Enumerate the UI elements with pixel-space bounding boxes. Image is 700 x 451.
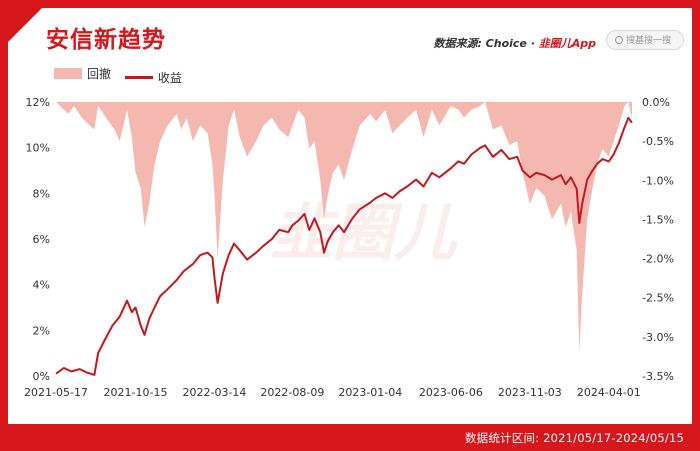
corner-accent	[8, 8, 42, 42]
x-axis-ticks: 2021-05-17 2021-10-15 2022-03-14 2022-08-09…	[24, 386, 641, 399]
right-axis-tick: -1.0%	[642, 174, 674, 187]
search-box[interactable]: 搜基搜一搜	[606, 30, 684, 50]
right-axis-tick: -2.5%	[642, 292, 674, 305]
x-axis-tick: 2022-03-14	[183, 386, 247, 399]
left-axis-tick: 4%	[33, 279, 50, 292]
x-axis-tick: 2023-01-04	[338, 386, 402, 399]
left-axis-tick: 12%	[26, 96, 50, 109]
footer-range: 数据统计区间: 2021/05/17-2024/05/15	[464, 431, 684, 445]
left-axis-ticks: 0% 2% 4% 6% 8% 10% 12%	[26, 96, 50, 383]
data-source: 数据来源: Choice · 韭圈儿App	[433, 35, 596, 51]
right-axis-tick: -3.5%	[642, 370, 674, 383]
page-title: 安信新趋势	[46, 27, 166, 53]
right-axis-tick: -0.5%	[642, 135, 674, 148]
right-axis-tick: 0.0%	[642, 96, 670, 109]
left-axis-tick: 6%	[33, 233, 50, 246]
left-axis-tick: 0%	[33, 370, 50, 383]
data-source-prefix: 数据来源: Choice ·	[433, 37, 539, 50]
x-axis-tick: 2023-11-03	[498, 386, 562, 399]
data-source-brand: 韭圈儿App	[538, 37, 596, 50]
watermark: 韭圈儿	[270, 196, 458, 269]
left-axis-tick: 8%	[33, 187, 50, 200]
x-axis-tick: 2023-06-06	[419, 386, 483, 399]
chart-legend: 回撤 收益	[54, 65, 192, 86]
right-axis-tick: -1.5%	[642, 213, 674, 226]
legend-swatch-return	[124, 76, 153, 79]
search-placeholder: 搜基搜一搜	[626, 36, 672, 46]
legend-label-return: 收益	[157, 71, 182, 85]
x-axis-tick: 2021-05-17	[24, 386, 88, 399]
right-axis-tick: -3.0%	[642, 331, 674, 344]
right-axis-ticks: 0.0% -0.5% -1.0% -1.5% -2.0% -2.5% -3.0% -3.5%	[642, 96, 674, 383]
left-axis-tick: 10%	[26, 142, 50, 155]
drawdown-area	[56, 102, 632, 353]
x-axis-tick: 2021-10-15	[104, 386, 168, 399]
x-axis-tick: 2022-08-09	[260, 386, 324, 399]
left-axis-tick: 2%	[33, 324, 50, 337]
right-axis-tick: -2.0%	[642, 253, 674, 266]
legend-label-drawdown: 回撤	[87, 67, 112, 81]
x-axis-tick: 2024-04-01	[577, 386, 641, 399]
legend-swatch-drawdown	[54, 68, 82, 79]
search-icon	[615, 36, 623, 44]
legend-item-drawdown: 回撤	[54, 65, 111, 82]
return-line	[55, 117, 633, 376]
legend-item-return: 收益	[124, 69, 182, 86]
